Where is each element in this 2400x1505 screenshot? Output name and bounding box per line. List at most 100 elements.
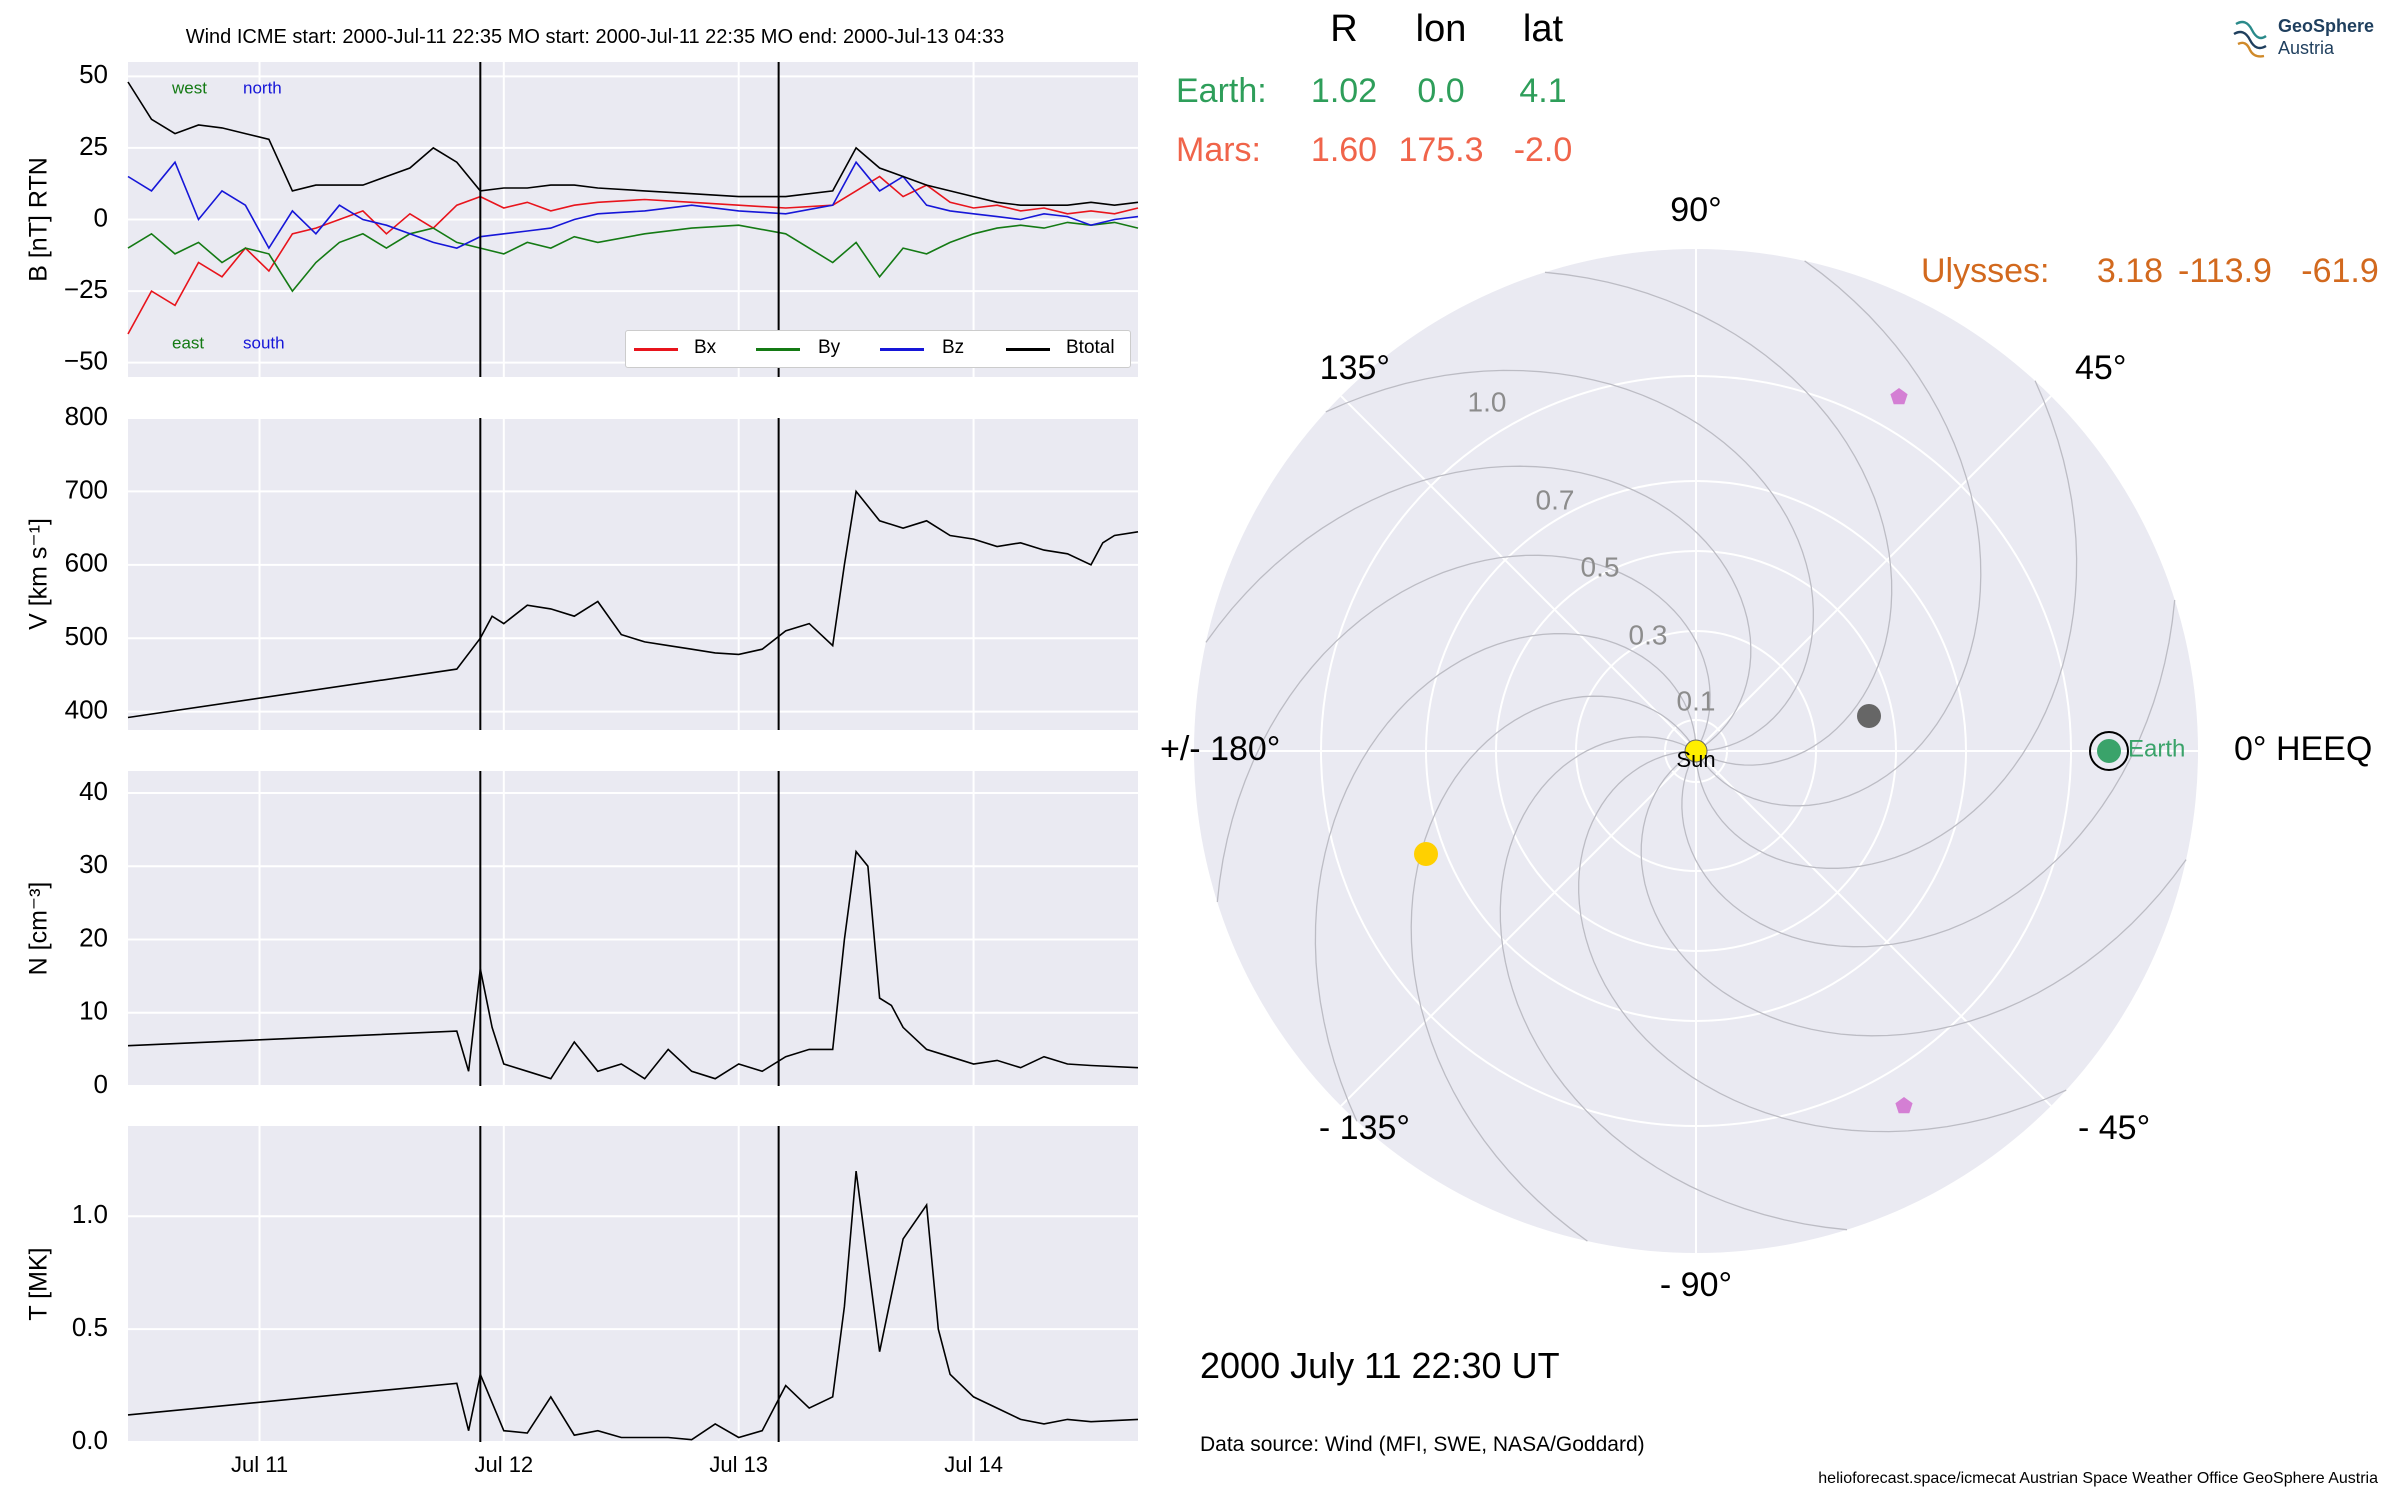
polar-angle-label: 45° [2075,349,2126,387]
geosphere-logo-icon [2233,20,2267,58]
coords-row-r: 3.18 [2097,252,2163,290]
polar-radial-tick: 0.1 [1677,685,1716,716]
b-legend: Bx By Bz Btotal [625,330,1131,368]
logo-text-line2: Austria [2278,38,2335,58]
spacecraft-gray-marker [1857,704,1881,728]
panel-v-ytick-label: 700 [65,474,108,504]
panel-b: 50 25 0 −25 −50 B [nT] RTN west north east south [25,59,1139,377]
annotation-north: north [243,78,282,97]
panel-t-ytick-label: 0.5 [72,1312,108,1342]
coords-row-lon: 0.0 [1417,72,1464,110]
panel-t-ylabel: T [MK] [25,1247,53,1320]
polar-angle-label: - 135° [1319,1109,1410,1147]
panel-b-ytick-label: 25 [79,131,108,161]
polar-spoke [1340,750,1697,1107]
panel-v-ytick-label: 600 [65,548,108,578]
spacecraft-pink-marker-upper [1890,388,1908,405]
legend-bx-line [634,348,678,351]
coords-row-r: 1.60 [1311,131,1377,169]
panel-t-ytick-label: 1.0 [72,1199,108,1229]
parker-spiral [1216,554,1711,903]
panel-b-ytick-label: −50 [64,346,108,376]
polar-radial-tick: 0.7 [1536,484,1575,515]
series-line-t [127,1170,1139,1441]
legend-bz-line [880,348,924,351]
xtick-label: Jul 11 [231,1452,288,1477]
coords-row-lat: -61.9 [2301,252,2379,290]
legend-btotal-line [1006,348,1050,351]
panel-n-ytick-label: 0 [94,1069,108,1099]
polar-spoke [1695,750,2052,1107]
coords-row-name: Ulysses: [1921,252,2049,290]
panel-b-ytick-label: −25 [64,274,108,304]
sun-label: Sun [1676,747,1715,772]
panel-v-ylabel: V [km s⁻¹] [25,518,53,630]
panel-t: 1.0 0.5 0.0 T [MK] Jul 11 Jul 12 Jul 13 Jul 14 [25,1126,1139,1477]
polar-spoke [1340,395,1697,752]
polar-spoke [1695,395,2052,752]
series-line-btotal [127,81,1139,207]
panel-n-ytick-label: 20 [79,922,108,952]
figure-title: Wind ICME start: 2000-Jul-11 22:35 MO st… [185,26,1005,48]
earth-label: Earth [2128,735,2185,762]
parker-spiral [1681,599,2176,948]
data-source-label: Data source: Wind (MFI, SWE, NASA/Goddar… [1200,1433,1645,1456]
coords-row-r: 1.02 [1311,72,1377,110]
geosphere-logo: GeoSphere Austria [2230,14,2390,64]
coords-column-header: lat [1523,8,1564,50]
panel-v-ytick-label: 400 [65,695,108,725]
parker-spiral [1640,750,2187,1037]
parker-spiral [1314,633,1697,1122]
coords-row-name: Mars: [1176,131,1261,169]
logo-text-line1: GeoSphere [2278,16,2375,36]
panel-n-ytick-label: 40 [79,776,108,806]
parker-spiral [1544,271,1893,766]
panel-n-ytick-label: 30 [79,849,108,879]
coords-row-lon: -113.9 [2178,252,2272,290]
parker-spiral [1325,369,1814,752]
legend-btotal-label: Btotal [1066,337,1115,358]
polar-angle-label: +/- 180° [1160,730,1280,768]
parker-spiral [1499,736,1848,1231]
polar-angle-label: - 45° [2078,1109,2150,1147]
polar-radial-tick: 1.0 [1468,386,1507,417]
sun-marker [1684,739,1708,763]
series-line-n [127,849,1139,1080]
panel-t-background [128,1126,1138,1442]
panel-b-ytick-label: 0 [94,202,108,232]
series-line-v [127,489,1139,719]
panel-v-ytick-label: 800 [65,401,108,431]
mars-marker [1414,842,1438,866]
polar-angle-label: 90° [1670,191,1721,229]
series-line-bx [127,175,1139,335]
series-line-by [127,221,1139,293]
parker-spiral [1695,260,1982,807]
annotation-east: east [172,333,204,352]
polar-radial-tick: 0.5 [1581,551,1620,582]
parker-spiral [1578,750,2067,1133]
polar-angle-label: - 90° [1660,1266,1732,1304]
coords-column-header: R [1330,8,1357,50]
annotation-west: west [171,78,207,97]
parker-spiral [1695,380,2078,869]
panel-b-ytick-label: 50 [79,59,108,89]
panel-n-ylabel: N [cm⁻³] [25,882,53,976]
panel-v-ytick-label: 500 [65,621,108,651]
xtick-label: Jul 13 [709,1452,768,1477]
parker-spiral [1205,465,1752,752]
panel-b-ylabel: B [nT] RTN [25,157,53,282]
polar-angle-label: 0° HEEQ [2234,730,2372,768]
polar-plot: 0.1 0.3 0.5 0.7 1.0 0° HEEQ 45° 90° 135° +/- 180°… [1160,191,2372,1304]
legend-by-label: By [818,337,841,358]
panel-n: 40 30 20 10 0 N [cm⁻³] [25,771,1139,1099]
annotation-south: south [243,333,285,352]
earth-marker [2097,739,2121,763]
panel-n-ytick-label: 10 [79,996,108,1026]
panel-n-background [128,771,1138,1086]
coords-column-header: lon [1416,8,1467,50]
panel-t-ytick-label: 0.0 [72,1425,108,1455]
legend-by-line [756,348,800,351]
legend-bz-label: Bz [942,337,965,358]
